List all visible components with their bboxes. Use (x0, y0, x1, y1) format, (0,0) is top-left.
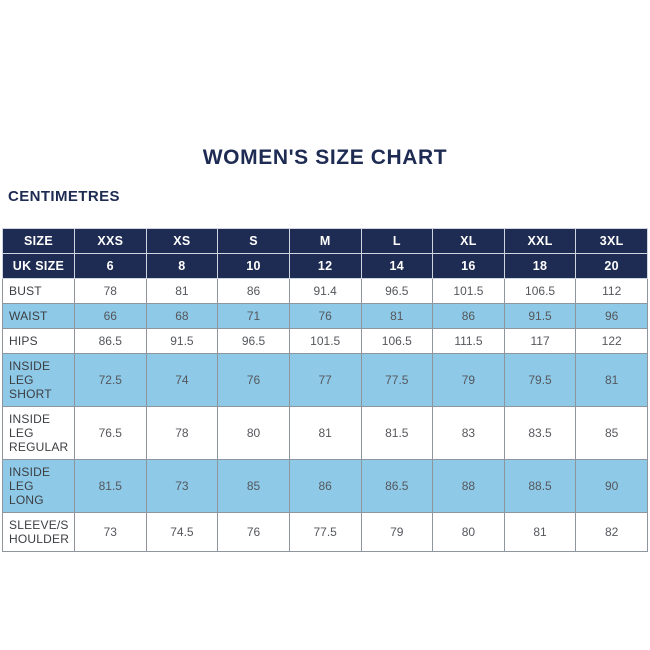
value-cell: 106.5 (360, 328, 434, 354)
value-cell: 81 (575, 353, 648, 407)
value-cell: 81.5 (360, 406, 434, 460)
value-cell: 85 (575, 406, 648, 460)
uk-size-cell: 10 (217, 253, 290, 279)
value-cell: 96.5 (217, 328, 290, 354)
value-cell: 72.5 (74, 353, 147, 407)
size-header-cell: S (217, 228, 290, 254)
value-cell: 74 (145, 353, 219, 407)
value-cell: 76 (217, 512, 290, 552)
uk-size-cell: 20 (575, 253, 648, 279)
size-header-cell: 3XL (575, 228, 648, 254)
value-cell: 77.5 (360, 353, 434, 407)
size-header-cell: L (360, 228, 434, 254)
uk-size-cell: 14 (360, 253, 434, 279)
row-label: INSIDE LEG LONG (2, 459, 75, 513)
value-cell: 83.5 (503, 406, 577, 460)
value-cell: 86.5 (74, 328, 147, 354)
table-body: BUST 78 81 86 91.4 96.5 101.5 106.5 112 WAIST 66 68… (2, 278, 648, 552)
size-header-cell: XXL (503, 228, 577, 254)
value-cell: 86 (288, 459, 362, 513)
value-cell: 77 (288, 353, 362, 407)
value-cell: 76 (217, 353, 290, 407)
value-cell: 80 (217, 406, 290, 460)
size-header-cell: XXS (74, 228, 147, 254)
value-cell: 101.5 (288, 328, 362, 354)
uk-size-cell: 8 (145, 253, 219, 279)
table-header: SIZE XXS XS S M L XL XXL 3XL UK SIZE 6 8 10 12 14 16 18 2… (2, 228, 648, 279)
value-cell: 80 (432, 512, 505, 552)
value-cell: 86 (217, 278, 290, 304)
value-cell: 91.5 (503, 303, 577, 329)
row-label: WAIST (2, 303, 75, 329)
value-cell: 77.5 (288, 512, 362, 552)
value-cell: 78 (145, 406, 219, 460)
value-cell: 81 (145, 278, 219, 304)
value-cell: 81 (503, 512, 577, 552)
table-row: BUST 78 81 86 91.4 96.5 101.5 106.5 112 (2, 278, 648, 304)
value-cell: 82 (575, 512, 648, 552)
row-label: HIPS (2, 328, 75, 354)
value-cell: 96 (575, 303, 648, 329)
table-row: INSIDE LEG SHORT 72.5 74 76 77 77.5 79 79.5 81 (2, 353, 648, 407)
value-cell: 76.5 (74, 406, 147, 460)
value-cell: 83 (432, 406, 505, 460)
table-row: SLEEVE/SHOULDER 73 74.5 76 77.5 79 80 81 82 (2, 512, 648, 552)
value-cell: 81 (360, 303, 434, 329)
size-header-cell: XS (145, 228, 219, 254)
page-title: WOMEN'S SIZE CHART (202, 146, 448, 169)
size-chart-table: SIZE XXS XS S M L XL XXL 3XL UK SIZE 6 8 10 12 14 16 18 2… (2, 228, 648, 552)
value-cell: 101.5 (432, 278, 505, 304)
size-chart-table-wrap: SIZE XXS XS S M L XL XXL 3XL UK SIZE 6 8 10 12 14 16 18 2… (2, 228, 648, 552)
row-label: SLEEVE/SHOULDER (2, 512, 75, 552)
table-row: WAIST 66 68 71 76 81 86 91.5 96 (2, 303, 648, 329)
value-cell: 86.5 (360, 459, 434, 513)
value-cell: 78 (74, 278, 147, 304)
row-label: INSIDE LEG SHORT (2, 353, 75, 407)
value-cell: 88.5 (503, 459, 577, 513)
uk-size-row: UK SIZE 6 8 10 12 14 16 18 20 (2, 253, 648, 279)
value-cell: 79 (360, 512, 434, 552)
value-cell: 76 (288, 303, 362, 329)
value-cell: 91.5 (145, 328, 219, 354)
size-header-cell: XL (432, 228, 505, 254)
table-row: INSIDE LEG REGULAR 76.5 78 80 81 81.5 83 83.5 85 (2, 406, 648, 460)
value-cell: 81 (288, 406, 362, 460)
value-cell: 111.5 (432, 328, 505, 354)
value-cell: 79 (432, 353, 505, 407)
value-cell: 79.5 (503, 353, 577, 407)
value-cell: 122 (575, 328, 648, 354)
uk-size-cell: 12 (288, 253, 362, 279)
value-cell: 88 (432, 459, 505, 513)
unit-label: CENTIMETRES (8, 188, 120, 205)
value-cell: 73 (74, 512, 147, 552)
value-cell: 81.5 (74, 459, 147, 513)
value-cell: 106.5 (503, 278, 577, 304)
value-cell: 90 (575, 459, 648, 513)
size-header-label: SIZE (2, 228, 75, 254)
value-cell: 117 (503, 328, 577, 354)
value-cell: 71 (217, 303, 290, 329)
size-header-cell: M (288, 228, 362, 254)
value-cell: 73 (145, 459, 219, 513)
uk-size-cell: 6 (74, 253, 147, 279)
uk-size-cell: 18 (503, 253, 577, 279)
value-cell: 112 (575, 278, 648, 304)
table-row: HIPS 86.5 91.5 96.5 101.5 106.5 111.5 117 122 (2, 328, 648, 354)
value-cell: 96.5 (360, 278, 434, 304)
value-cell: 85 (217, 459, 290, 513)
uk-size-cell: 16 (432, 253, 505, 279)
value-cell: 91.4 (288, 278, 362, 304)
value-cell: 74.5 (145, 512, 219, 552)
size-header-row: SIZE XXS XS S M L XL XXL 3XL (2, 228, 648, 254)
value-cell: 86 (432, 303, 505, 329)
row-label: BUST (2, 278, 75, 304)
row-label: INSIDE LEG REGULAR (2, 406, 75, 460)
value-cell: 68 (145, 303, 219, 329)
table-row: INSIDE LEG LONG 81.5 73 85 86 86.5 88 88.5 90 (2, 459, 648, 513)
value-cell: 66 (74, 303, 147, 329)
uk-size-label: UK SIZE (2, 253, 75, 279)
